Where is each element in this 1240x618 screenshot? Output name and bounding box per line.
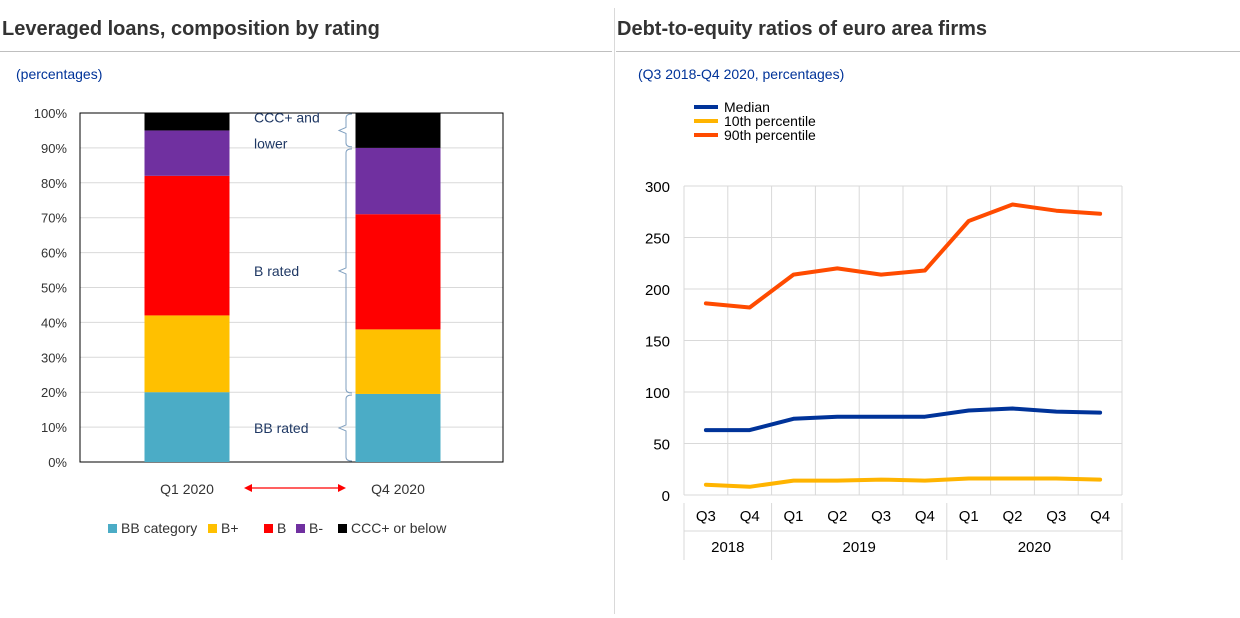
- x-tick-label: Q2: [1002, 508, 1022, 525]
- annotation-bracket: [337, 148, 353, 394]
- panel-separator: [614, 8, 615, 614]
- y-tick-label: 30%: [41, 350, 67, 365]
- left-title-rule: [0, 51, 612, 52]
- legend-swatch: [264, 524, 273, 533]
- bar-segment: [355, 113, 441, 148]
- y-tick-label: 150: [645, 334, 670, 351]
- plot-border: [79, 112, 504, 463]
- legend-label: B+: [221, 520, 239, 536]
- y-tick-label: 40%: [41, 315, 67, 330]
- y-tick-label: 90%: [41, 141, 67, 156]
- year-group-label: 2020: [1018, 539, 1051, 556]
- legend-label: Median: [724, 99, 770, 115]
- bar-segment: [355, 214, 441, 330]
- line-chart: 0 50 100 150 200 250 300 Q3 Q4 Q1 Q2 Q3 Q4 Q1 Q2 Q3 Q4 20…: [645, 99, 1123, 560]
- legend-swatch: [108, 524, 117, 533]
- y-tick-label: 20%: [41, 385, 67, 400]
- bar-segment: [144, 175, 230, 316]
- left-chart-title: Leveraged loans, composition by rating: [2, 18, 380, 40]
- series-line: [703, 202, 1103, 310]
- comparison-arrowhead-left: [244, 484, 252, 492]
- series-line: [703, 476, 1103, 489]
- x-tick-label: Q4: [1090, 508, 1110, 525]
- legend-label: 90th percentile: [724, 127, 816, 143]
- right-chart-title: Debt-to-equity ratios of euro area firms: [617, 18, 988, 40]
- bar-segment: [144, 130, 230, 176]
- y-tick-label: 50: [653, 437, 670, 454]
- y-tick-label: 0: [662, 488, 670, 505]
- y-tick-label: 60%: [41, 246, 67, 261]
- x-tick-label: Q3: [1046, 508, 1066, 525]
- legend-swatch: [338, 524, 347, 533]
- y-tick-label: 70%: [41, 211, 67, 226]
- x-tick-label: Q3: [871, 508, 891, 525]
- annotation-label: B rated: [254, 263, 299, 279]
- annotation-label: BB rated: [254, 420, 308, 436]
- x-tick-label: Q4: [740, 508, 760, 525]
- y-tick-label: 100: [645, 385, 670, 402]
- year-group-label: 2018: [711, 539, 744, 556]
- year-group-label: 2019: [843, 539, 876, 556]
- y-tick-label: 0%: [48, 455, 67, 470]
- legend-label: B-: [309, 520, 323, 536]
- bar-segment: [355, 329, 441, 394]
- legend-label: BB category: [121, 520, 197, 536]
- x-tick-label: Q1: [783, 508, 803, 525]
- left-chart-subtitle: (percentages): [16, 66, 103, 82]
- right-title-rule: [616, 51, 1240, 52]
- legend-swatch: [296, 524, 305, 533]
- y-tick-label: 300: [645, 179, 670, 196]
- y-tick-label: 50%: [41, 281, 67, 296]
- stacked-bar-chart: 0% 10% 20% 30% 40% 50% 60% 70% 80% 90% 100% Q1 2020…: [34, 106, 504, 536]
- bar-segment: [355, 393, 441, 462]
- series-line: [703, 406, 1103, 433]
- right-chart-subtitle: (Q3 2018-Q4 2020, percentages): [638, 66, 845, 82]
- x-category-label: Q4 2020: [371, 481, 425, 497]
- annotation-bracket: [337, 113, 353, 148]
- legend-label: B: [277, 520, 286, 536]
- bar-segment: [355, 147, 441, 215]
- x-tick-label: Q4: [915, 508, 935, 525]
- x-category-label: Q1 2020: [160, 481, 214, 497]
- bar-segment: [144, 392, 230, 462]
- y-tick-label: 250: [645, 231, 670, 248]
- legend-swatch: [208, 524, 217, 533]
- annotation-label: lower: [254, 135, 288, 151]
- y-tick-label: 100%: [34, 106, 68, 121]
- x-tick-label: Q2: [827, 508, 847, 525]
- annotation-bracket: [337, 394, 353, 462]
- x-tick-label: Q1: [959, 508, 979, 525]
- legend-label: 10th percentile: [724, 113, 816, 129]
- comparison-arrowhead-right: [338, 484, 346, 492]
- y-tick-label: 10%: [41, 420, 67, 435]
- annotation-label: CCC+ and: [254, 109, 320, 125]
- x-tick-label: Q3: [696, 508, 716, 525]
- bar-segment: [144, 315, 230, 393]
- legend-label: CCC+ or below: [351, 520, 447, 536]
- bar-segment: [144, 113, 230, 131]
- y-tick-label: 80%: [41, 176, 67, 191]
- y-tick-label: 200: [645, 282, 670, 299]
